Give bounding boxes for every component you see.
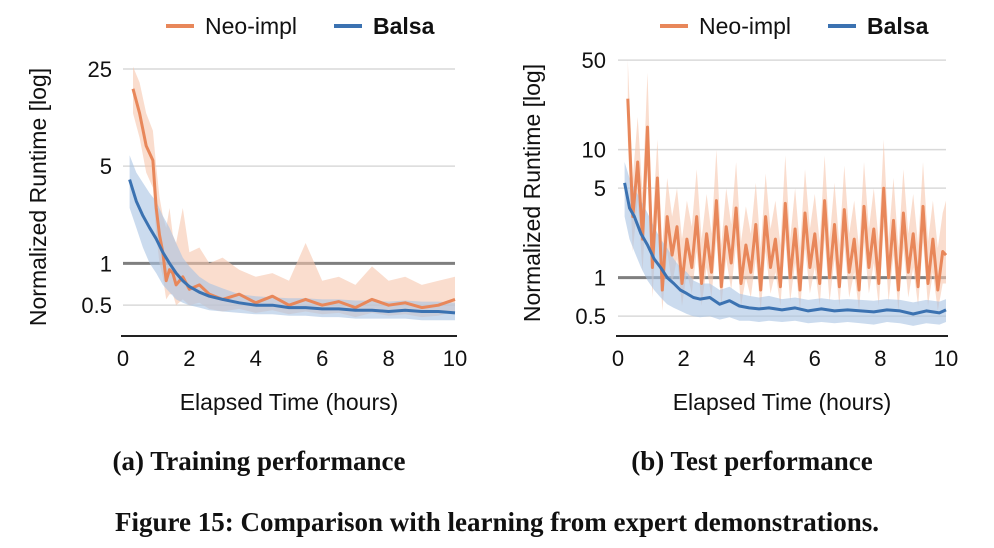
series-line-balsa [623, 182, 947, 316]
legend-label-balsa: Balsa [373, 13, 435, 39]
y-tick-label: 0.5 [575, 304, 606, 329]
x-axis-label: Elapsed Time (hours) [673, 389, 892, 415]
legend-label-neo-impl: Neo-impl [205, 13, 297, 39]
y-tick-label: 1 [100, 251, 112, 276]
x-tick-label: 10 [934, 346, 958, 371]
x-tick-label: 0 [117, 346, 129, 371]
y-axis-label: Normalized Runtime [log] [25, 68, 51, 326]
x-tick-label: 8 [874, 346, 886, 371]
panel-subcaption: (b) Test performance [631, 446, 872, 476]
series-band-neo-impl [133, 66, 455, 318]
x-tick-label: 10 [443, 346, 467, 371]
y-tick-label: 50 [582, 48, 606, 73]
series-band-balsa [129, 155, 455, 321]
figure-caption: Figure 15: Comparison with learning from… [115, 507, 879, 537]
series-band-balsa [624, 162, 946, 326]
x-tick-label: 4 [743, 346, 755, 371]
x-tick-label: 4 [250, 346, 262, 371]
x-tick-label: 2 [677, 346, 689, 371]
y-tick-label: 5 [100, 154, 112, 179]
x-axis-label: Elapsed Time (hours) [180, 389, 399, 415]
legend-label-balsa: Balsa [867, 13, 929, 39]
series-line-neo-impl [626, 98, 948, 292]
panel-subcaption: (a) Training performance [113, 446, 406, 476]
series-line-balsa [128, 179, 456, 315]
x-tick-label: 6 [316, 346, 328, 371]
panel-test-performance: 0.5 1 5 10 50 0 2 4 6 8 10 Elapsed Time (hours) Norm… [519, 13, 958, 476]
legend-label-neo-impl: Neo-impl [699, 13, 791, 39]
y-axis-label: Normalized Runtime [log] [519, 64, 545, 322]
x-tick-label: 2 [183, 346, 195, 371]
panel-training-performance: 0.5 1 5 25 0 2 4 6 8 10 Elapsed Time (hours) Normal… [25, 13, 467, 476]
y-tick-label: 5 [594, 176, 606, 201]
y-tick-label: 0.5 [81, 293, 112, 318]
y-tick-label: 10 [582, 138, 606, 163]
y-tick-label: 25 [88, 57, 112, 82]
x-tick-label: 6 [809, 346, 821, 371]
x-tick-label: 0 [612, 346, 624, 371]
y-tick-label: 1 [594, 266, 606, 291]
x-tick-label: 8 [382, 346, 394, 371]
